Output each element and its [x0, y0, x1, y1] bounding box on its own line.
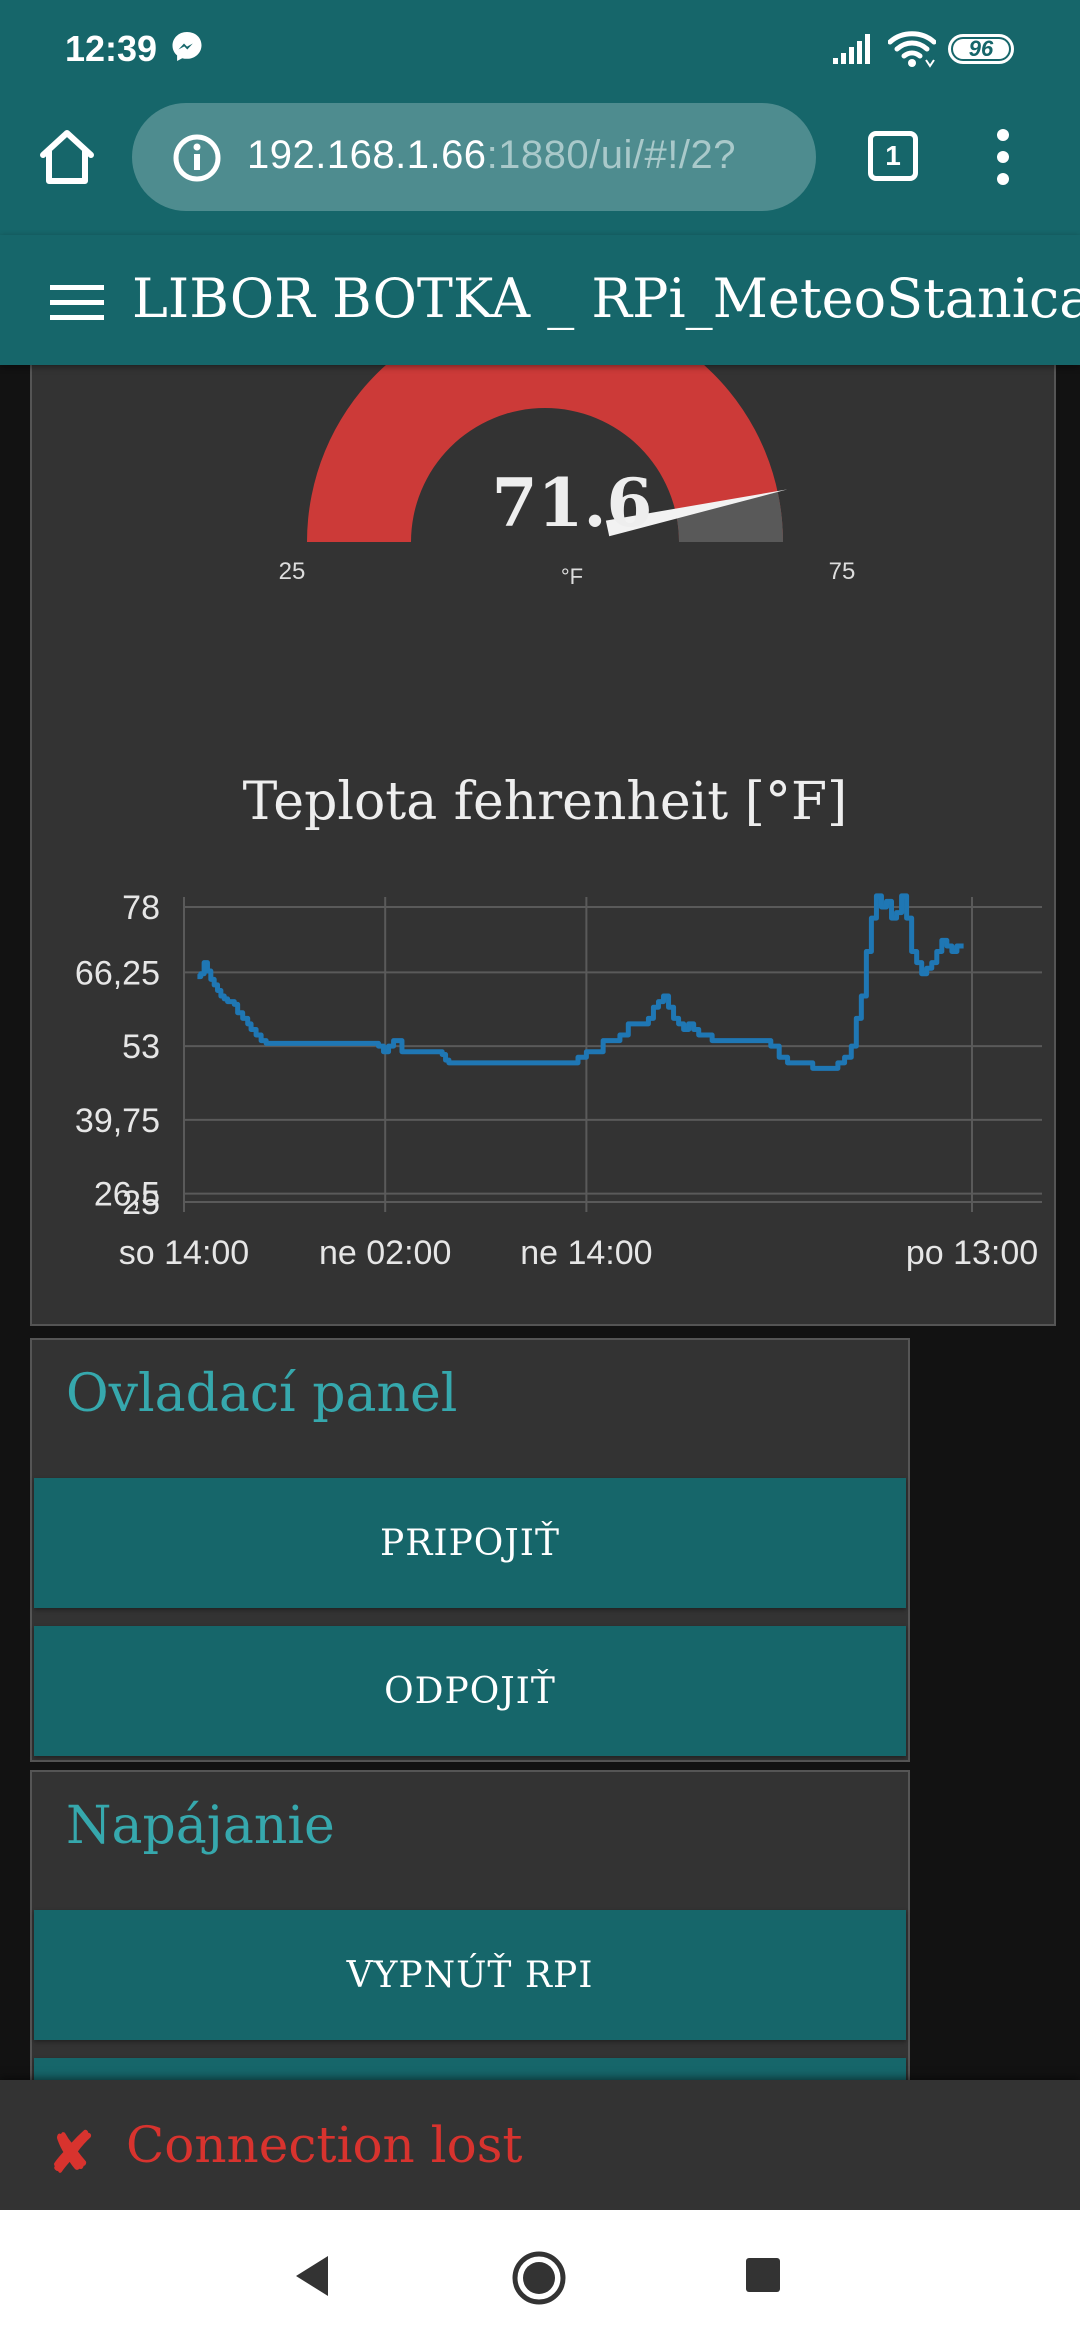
- y-tick-label: 53: [122, 1028, 160, 1066]
- recents-icon[interactable]: [746, 2258, 780, 2292]
- address-bar[interactable]: 192.168.1.66:1880/ui/#!/2?: [132, 103, 816, 211]
- signal-icon: [833, 34, 870, 64]
- gauge-arc-remaining: [675, 491, 783, 542]
- connection-toast: ✘ Connection lost: [0, 2080, 1080, 2210]
- shutdown-rpi-button[interactable]: VYPNÚŤ RPI: [34, 1910, 906, 2040]
- power-title: Napájanie: [66, 1796, 335, 1856]
- control-panel-title: Ovladací panel: [66, 1364, 458, 1424]
- gauge-needle: [605, 489, 788, 537]
- system-navbar: [0, 2210, 1080, 2340]
- tab-switcher-button[interactable]: 1: [868, 131, 918, 181]
- app-title: LIBOR BOTKA _ RPi_MeteoStanica: [132, 267, 1080, 330]
- temperature-card: 71.6 °F 25 75 Teplota fehrenheit [°F] 78…: [30, 340, 1056, 1326]
- control-panel-group: Ovladací panel PRIPOJIŤ ODPOJIŤ: [30, 1338, 910, 1762]
- y-tick-label: 26,5: [94, 1176, 160, 1214]
- y-tick-label: 78: [122, 889, 160, 927]
- info-icon[interactable]: [172, 133, 222, 183]
- app-header: LIBOR BOTKA _ RPi_MeteoStanica: [0, 235, 1080, 365]
- home-icon[interactable]: [35, 125, 99, 189]
- wifi-icon: [888, 31, 936, 68]
- url-text[interactable]: 192.168.1.66:1880/ui/#!/2?: [247, 133, 736, 178]
- gauge-unit: °F: [560, 564, 584, 589]
- x-tick-label: ne 14:00: [520, 1234, 652, 1272]
- temperature-chart: 78 66,25 53 39,75 26,525 so 14:00 ne 02:00 ne 1…: [75, 889, 1042, 1272]
- browser-toolbar: 192.168.1.66:1880/ui/#!/2? 1: [0, 95, 1080, 235]
- x-tick-label: so 14:00: [119, 1234, 249, 1272]
- messenger-icon: [172, 32, 202, 61]
- battery-icon: 96: [948, 34, 1014, 64]
- toast-message: Connection lost: [126, 2116, 523, 2174]
- status-bar: 12:39 96: [0, 0, 1080, 95]
- connect-button[interactable]: PRIPOJIŤ: [34, 1478, 906, 1608]
- url-path: :1880/ui/#!/2?: [486, 133, 736, 177]
- home-circle-icon[interactable]: [511, 2250, 567, 2306]
- back-icon[interactable]: [292, 2254, 332, 2298]
- temperature-gauge: [307, 342, 788, 542]
- error-icon: ✘: [48, 2121, 95, 2184]
- hamburger-menu-icon[interactable]: [50, 283, 104, 323]
- gauge-arc: [307, 342, 783, 542]
- status-time: 12:39: [65, 28, 158, 69]
- tab-count: 1: [885, 140, 901, 171]
- series-line: [197, 893, 964, 1071]
- chart-title: Teplota fehrenheit [°F]: [242, 772, 848, 832]
- y-tick-label: 25: [122, 1184, 160, 1222]
- gauge-value: 71.6: [491, 464, 653, 542]
- battery-level: 96: [968, 36, 994, 61]
- url-host: 192.168.1.66: [247, 133, 487, 177]
- gauge-min-label: 25: [278, 558, 306, 585]
- gauge-max-label: 75: [828, 558, 856, 585]
- chart-grid: [183, 897, 1042, 1212]
- x-tick-label: ne 02:00: [319, 1234, 451, 1272]
- x-tick-label: po 13:00: [906, 1234, 1038, 1272]
- y-tick-label: 66,25: [75, 954, 160, 992]
- disconnect-button[interactable]: ODPOJIŤ: [34, 1626, 906, 1756]
- more-vert-icon[interactable]: [985, 125, 1021, 189]
- y-tick-label: 39,75: [75, 1102, 160, 1140]
